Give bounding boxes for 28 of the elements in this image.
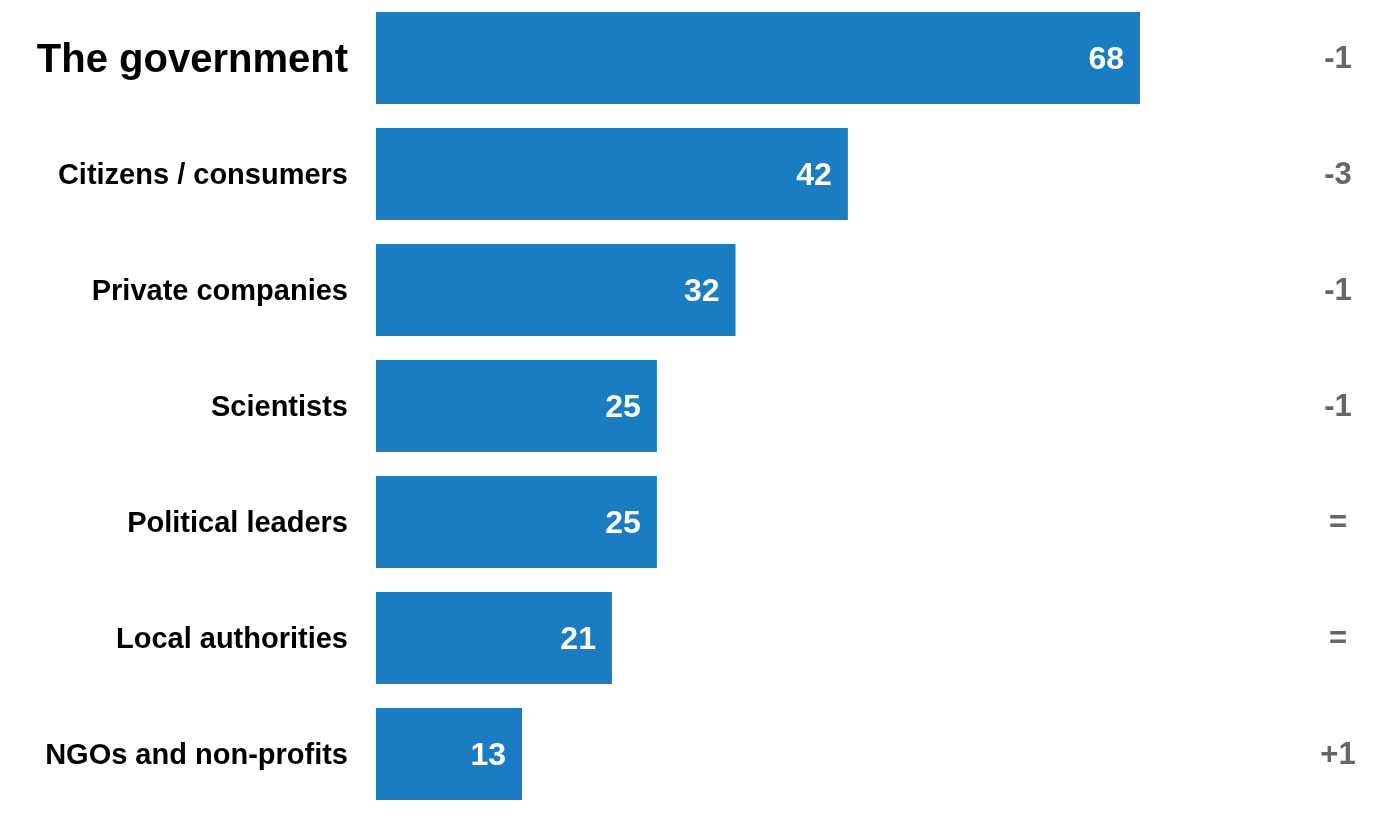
data-label: 25 <box>605 504 641 541</box>
data-label: 21 <box>560 620 596 657</box>
bar <box>376 592 612 684</box>
data-label: 32 <box>683 272 720 309</box>
y-tick-label: Private companies <box>91 274 348 306</box>
y-tick-label: Scientists <box>211 390 348 422</box>
y-tick-label: The government <box>36 36 348 80</box>
bar <box>376 128 848 220</box>
text: = <box>1327 503 1349 541</box>
y-tick-label: NGOs and non-profits <box>45 738 348 770</box>
text: = <box>1327 619 1349 657</box>
bar <box>376 708 523 800</box>
text: -3 <box>1323 155 1353 193</box>
text: -1 <box>1323 39 1353 77</box>
data-label: 25 <box>605 388 641 425</box>
text: -1 <box>1323 387 1353 425</box>
bar <box>376 476 657 568</box>
text: -1 <box>1323 271 1353 309</box>
data-label: 42 <box>796 156 832 193</box>
bar <box>376 244 736 336</box>
y-tick-label: Citizens / consumers <box>57 158 348 190</box>
y-tick-label: Local authorities <box>115 622 348 654</box>
y-tick-label: Political leaders <box>127 506 348 538</box>
bar <box>376 360 657 452</box>
data-label: 13 <box>470 736 507 773</box>
data-label: 68 <box>1088 40 1124 77</box>
bar <box>376 12 1140 104</box>
text: +1 <box>1319 735 1357 773</box>
